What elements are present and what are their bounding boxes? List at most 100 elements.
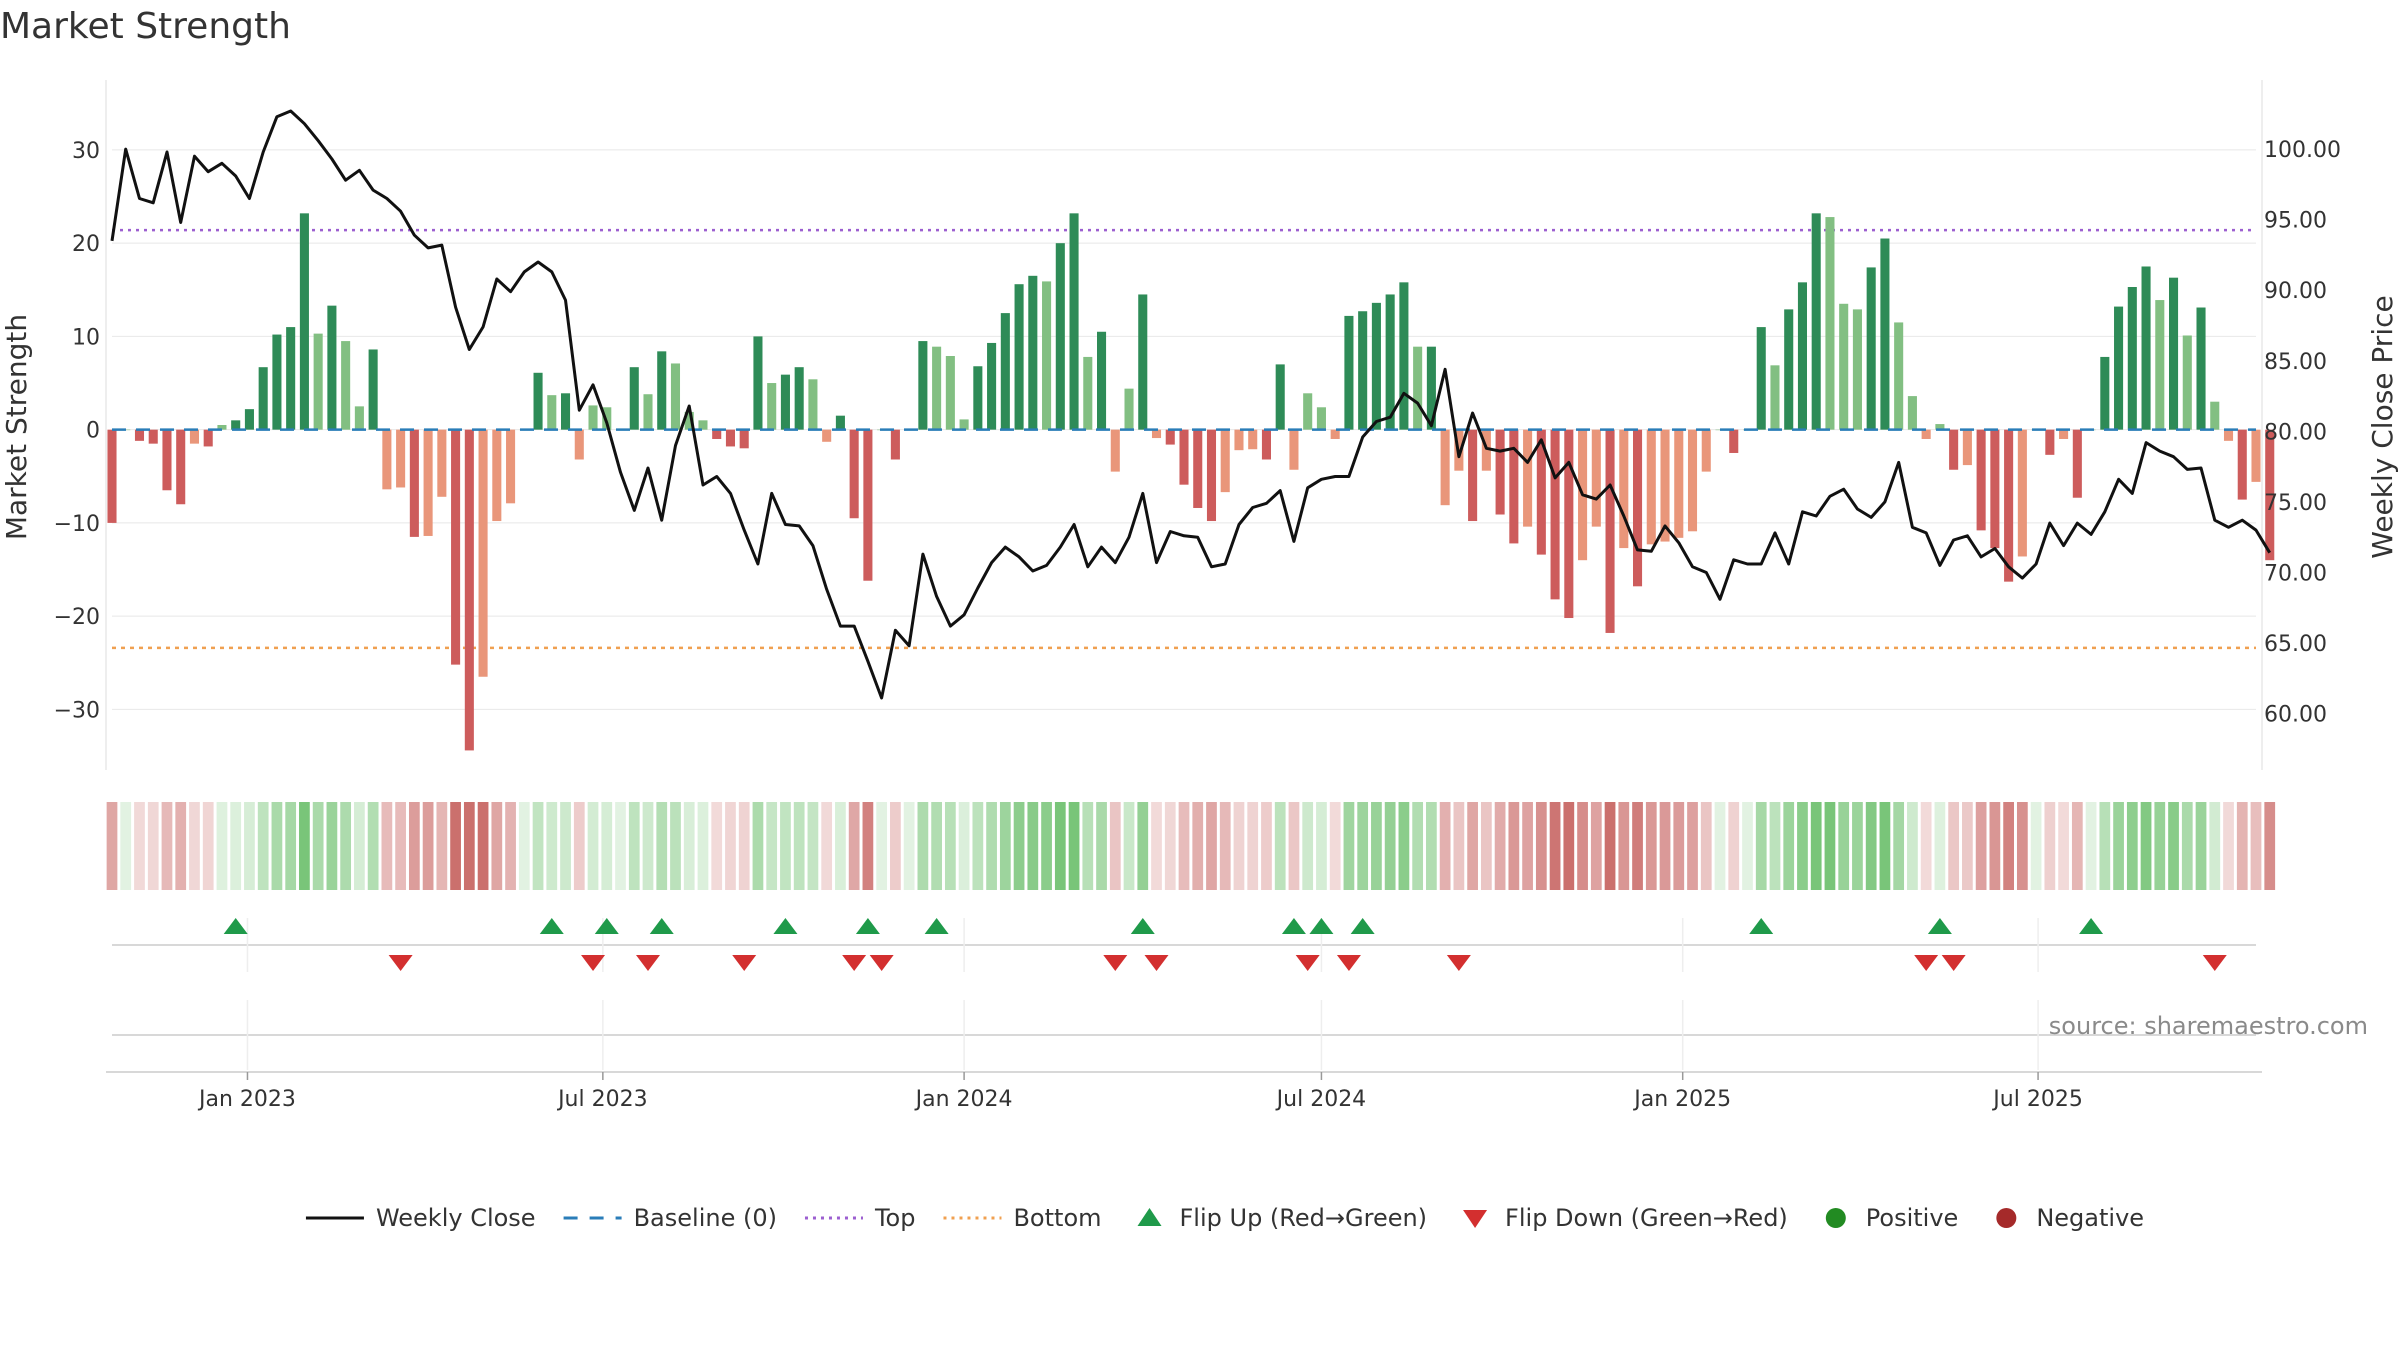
strength-bar — [2169, 277, 2179, 430]
legend-label: Flip Up (Red→Green) — [1180, 1204, 1428, 1232]
strength-bar — [258, 367, 268, 430]
strength-bar — [1330, 429, 1340, 439]
strength-band-cell — [2003, 802, 2014, 890]
strength-band-cell — [518, 802, 530, 890]
strength-band-cell — [436, 802, 448, 890]
strength-band-cell — [189, 802, 200, 890]
legend-swatch — [1463, 1210, 1488, 1228]
strength-band-cell — [1206, 802, 1217, 890]
strength-band-cell — [1302, 802, 1314, 890]
y-tick-label: 0 — [86, 419, 100, 444]
strength-band-cell — [683, 802, 695, 890]
flip-down-marker — [869, 955, 894, 971]
strength-band-cell — [1989, 802, 2001, 890]
strength-bar — [464, 429, 474, 751]
strength-bar — [739, 429, 749, 449]
y2-tick-label: 65.00 — [2264, 632, 2327, 657]
strength-band-cell — [1920, 802, 1932, 890]
x-tick-label: Jan 2023 — [197, 1087, 296, 1112]
strength-bar — [1097, 331, 1107, 430]
flip-up-marker — [924, 918, 949, 934]
strength-band-cell — [2250, 802, 2262, 890]
y-axis-right: 60.00 65.00 70.00 75.00 80.00 85.00 90.00 95.00… — [2264, 138, 2341, 727]
strength-band-cell — [1742, 802, 1753, 890]
strength-band-cell — [1426, 802, 1437, 890]
strength-bar — [1839, 303, 1849, 430]
strength-bar — [574, 429, 584, 460]
strength-band-cell — [848, 802, 860, 890]
strength-band-cell — [1192, 802, 1204, 890]
strength-band-cell — [1439, 802, 1451, 890]
strength-band-cell — [821, 802, 833, 890]
strength-band-cell — [2195, 802, 2207, 890]
strength-band-cell — [532, 802, 544, 890]
strength-bar — [1069, 213, 1079, 430]
strength-band — [106, 802, 2276, 890]
strength-band-cell — [1288, 802, 1300, 890]
strength-bar — [1921, 429, 1931, 439]
flip-markers — [112, 918, 2256, 1070]
strength-bar — [588, 405, 598, 430]
strength-band-cell — [1962, 802, 1973, 890]
x-tick-label: Jul 2024 — [1275, 1087, 1367, 1112]
strength-bar — [2223, 429, 2234, 441]
strength-bar — [1440, 429, 1450, 506]
strength-bar — [1907, 396, 1917, 430]
strength-bar — [2141, 266, 2151, 430]
strength-bar — [1509, 429, 1519, 544]
strength-band-cell — [1632, 802, 1643, 890]
strength-band-cell — [725, 802, 736, 890]
strength-band-cell — [1343, 802, 1355, 890]
strength-bar — [1179, 429, 1189, 485]
strength-band-cell — [2181, 802, 2193, 890]
strength-bar — [2004, 429, 2014, 582]
strength-bar — [1206, 429, 1217, 522]
strength-bar — [478, 429, 488, 677]
strength-band-cell — [752, 802, 764, 890]
legend-item: Baseline (0) — [563, 1204, 777, 1232]
strength-band-cell — [2058, 802, 2069, 890]
flip-up-marker — [2079, 918, 2104, 934]
strength-band-cell — [2236, 802, 2248, 890]
strength-bar — [1770, 365, 1780, 430]
strength-bar — [2059, 429, 2069, 439]
strength-bar — [1729, 429, 1739, 453]
strength-band-cell — [1577, 802, 1588, 890]
strength-bar — [1550, 429, 1560, 600]
strength-band-cell — [1549, 802, 1561, 890]
flip-down-marker — [1941, 955, 1966, 971]
strength-band-cell — [1412, 802, 1424, 890]
strength-bar — [134, 429, 145, 441]
strength-band-cell — [1975, 802, 1987, 890]
strength-band-cell — [1769, 802, 1781, 890]
strength-band-cell — [560, 802, 571, 890]
strength-band-cell — [1164, 802, 1176, 890]
strength-band-cell — [1467, 802, 1478, 890]
flip-down-marker — [1295, 955, 1320, 971]
strength-bar — [2127, 287, 2137, 430]
strength-bar — [2155, 300, 2165, 430]
strength-band-cell — [2085, 802, 2097, 890]
y-tick-label: −30 — [54, 698, 100, 723]
strength-bar — [533, 372, 543, 430]
level-lines — [112, 228, 2256, 650]
legend-swatch — [1996, 1208, 2017, 1228]
strength-bar — [1234, 429, 1244, 451]
strength-bar — [1756, 327, 1766, 430]
flip-up-marker — [1309, 918, 1334, 934]
strength-bar — [176, 429, 186, 505]
strength-band-cell — [2140, 802, 2152, 890]
strength-band-cell — [1233, 802, 1245, 890]
strength-bar — [272, 334, 282, 430]
strength-bar — [1674, 429, 1684, 538]
strength-band-cell — [903, 802, 915, 890]
flip-up-marker — [594, 918, 619, 934]
strength-bar — [423, 429, 433, 536]
strength-bar — [1564, 429, 1574, 619]
flip-down-marker — [388, 955, 413, 971]
strength-band-cell — [642, 802, 654, 890]
flip-up-marker — [773, 918, 798, 934]
strength-bar — [1083, 356, 1093, 430]
flip-up-marker — [1749, 918, 1774, 934]
strength-band-cell — [1027, 802, 1039, 890]
